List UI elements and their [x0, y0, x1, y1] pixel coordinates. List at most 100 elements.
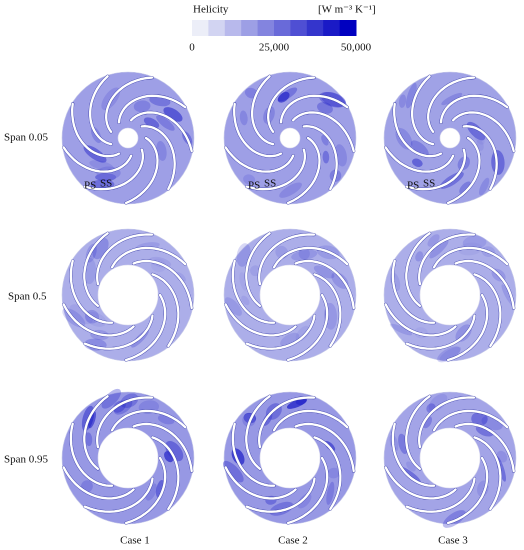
blade — [391, 259, 436, 324]
blade — [405, 314, 476, 350]
blade — [110, 409, 187, 432]
blade — [405, 148, 466, 191]
blade — [245, 232, 271, 308]
blade — [286, 293, 329, 362]
annotation: PS — [248, 180, 260, 192]
colorbar — [192, 20, 357, 36]
contour-patch — [405, 82, 417, 109]
blade — [451, 111, 515, 153]
blade — [129, 111, 193, 153]
colorbar-band — [290, 20, 308, 36]
blade — [272, 409, 349, 432]
blade — [405, 395, 431, 471]
contour-patch — [427, 234, 440, 247]
contour-patch — [472, 129, 485, 145]
blade — [405, 232, 431, 308]
blade — [83, 395, 109, 471]
contour-patch — [441, 92, 463, 106]
blade — [83, 232, 109, 308]
contour-patch — [241, 295, 250, 306]
blade — [405, 477, 476, 513]
contour-patch — [326, 481, 335, 505]
contour-patch — [313, 265, 335, 279]
blade — [151, 436, 180, 511]
column-label: Case 3 — [438, 535, 468, 547]
blade — [291, 111, 355, 153]
blade — [446, 293, 489, 362]
colorbar-band — [241, 20, 259, 36]
contour-patch — [222, 460, 244, 483]
contour-patch — [297, 493, 312, 509]
colorbar-band — [274, 20, 291, 36]
contour-patch — [429, 239, 449, 259]
blade — [286, 136, 321, 205]
blade — [411, 75, 435, 146]
contour-patch — [156, 115, 175, 131]
blade — [446, 456, 489, 525]
contour-patch — [113, 399, 133, 415]
blade — [432, 409, 509, 432]
blade — [313, 436, 342, 511]
colorbar-tick: 0 — [189, 42, 195, 54]
colorbar-band — [192, 20, 209, 36]
row-label: Span 0.5 — [8, 291, 47, 303]
blade — [294, 259, 355, 310]
contour-patch — [479, 177, 490, 196]
contour-patch — [295, 325, 311, 342]
blade — [439, 94, 509, 124]
hub — [97, 427, 159, 489]
hub — [279, 127, 301, 149]
blade — [392, 102, 443, 158]
blade — [384, 146, 455, 173]
blade — [231, 422, 276, 487]
blade — [124, 136, 159, 205]
blade — [245, 314, 316, 350]
contour-patch — [286, 398, 307, 409]
blade — [272, 246, 349, 269]
blade — [257, 233, 316, 286]
blade — [95, 233, 154, 286]
contour-patch — [277, 87, 298, 102]
contour-patch — [280, 332, 300, 348]
contour-patch — [156, 140, 167, 161]
contour-patch — [243, 174, 256, 185]
colorbar-band — [257, 20, 275, 36]
blade — [83, 477, 154, 513]
contour-patch — [224, 297, 242, 316]
blade — [473, 273, 502, 348]
blade — [446, 136, 481, 205]
blade — [132, 259, 193, 310]
colorbar-tick: 25,000 — [259, 42, 290, 54]
annotation: PS — [84, 180, 96, 192]
blade — [224, 303, 297, 337]
blade — [294, 422, 355, 473]
contour-patch — [475, 425, 494, 437]
blade — [224, 146, 295, 173]
blade — [462, 124, 498, 191]
blade — [426, 76, 476, 133]
blade — [132, 422, 193, 473]
blade — [124, 456, 167, 525]
contour-patch — [496, 450, 508, 463]
hub — [419, 264, 481, 326]
blade — [69, 259, 114, 324]
annotation: SS — [100, 178, 112, 190]
blade — [391, 422, 436, 487]
contour-patch — [437, 346, 461, 363]
blade — [384, 303, 457, 337]
row-label: Span 0.05 — [4, 132, 49, 144]
contour-patch — [327, 467, 341, 479]
contour-patch — [322, 150, 330, 164]
annotation: PS — [407, 180, 419, 192]
contour-patch — [406, 461, 416, 472]
blade — [117, 94, 187, 124]
contour-patch — [85, 432, 93, 447]
contour-patch — [163, 107, 183, 122]
contour-patch — [239, 110, 248, 126]
blade — [286, 456, 329, 525]
contour-patch — [133, 100, 151, 113]
blade — [417, 233, 476, 286]
blade — [232, 102, 283, 158]
blade — [454, 422, 515, 473]
colorbar-band — [323, 20, 341, 36]
